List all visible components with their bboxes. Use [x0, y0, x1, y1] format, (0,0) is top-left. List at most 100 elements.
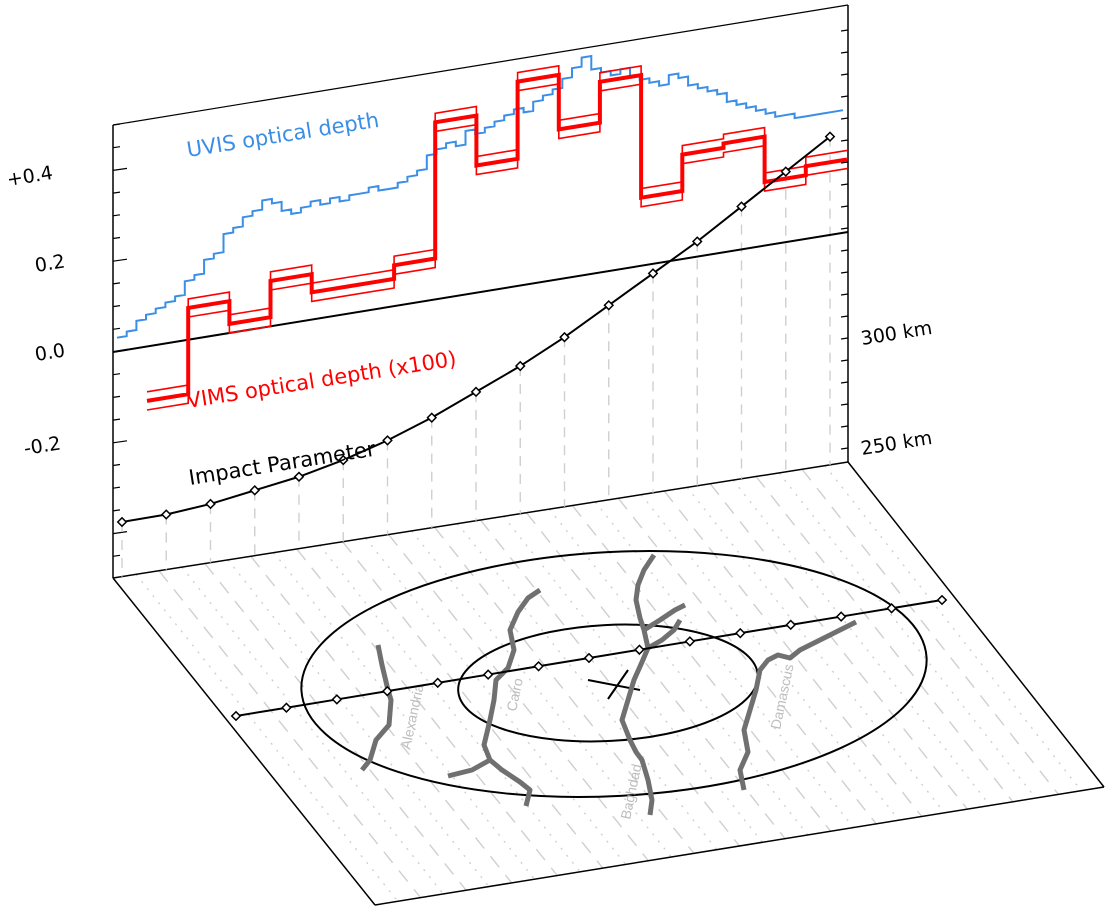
floor-grid-dotted-line [227, 559, 490, 887]
impact-parameter-point [205, 498, 216, 510]
impact-parameter-point [514, 360, 526, 372]
city-label-cairo: Cairo [503, 676, 526, 712]
impact-parameter-point [382, 435, 393, 446]
impact-parameter-series [116, 131, 836, 528]
impact-parameter-point [337, 454, 349, 466]
floor-grid-dotted-line [135, 573, 399, 902]
uvis-series [116, 54, 844, 339]
right-axis-tick [840, 117, 849, 120]
ground-track-point [482, 669, 494, 680]
right-axis-tick [840, 205, 849, 208]
floor-grid-dotted-line [778, 472, 1037, 799]
impact-parameter-point [691, 236, 703, 247]
left-axis-tick [112, 123, 121, 126]
ground-track-point [734, 627, 746, 639]
left-axis-tick [112, 440, 128, 444]
ground-track-point [936, 594, 948, 606]
vims-series [146, 64, 848, 411]
right-axis-tick [840, 95, 849, 98]
impact-parameter-point [559, 331, 570, 343]
right-axis-tick [840, 315, 849, 318]
ytick-label-2: 0.0 [33, 339, 66, 365]
left-axis-tick [112, 463, 121, 467]
left-axis-tick [112, 509, 121, 512]
floor-grid-line [571, 505, 832, 832]
floor-grid-dotted-line [411, 530, 672, 858]
vims-label: VIMS optical depth (x100) [185, 347, 458, 413]
impact-tick-label-250: 250 km [859, 427, 933, 460]
right-axis-tick [840, 51, 849, 54]
floor-grid-dotted-line [594, 501, 854, 828]
left-axis-tick [112, 167, 128, 171]
right-axis-tick [840, 139, 849, 142]
impact-parameter-point [824, 131, 836, 142]
left-axis-tick [112, 418, 121, 421]
floor-grid-line [434, 526, 695, 854]
ytick-label-0: +0.4 [5, 162, 54, 191]
impact-parameter-point [293, 471, 305, 483]
floor-grid-dotted-line [548, 508, 809, 836]
ground-track-point [381, 685, 393, 697]
impact-tick-label-300: 300 km [859, 317, 933, 350]
ytick-label-3: -0.2 [22, 432, 62, 460]
right-axis-tick [840, 29, 849, 32]
ground-track-point [230, 710, 242, 722]
left-axis-tick [112, 554, 121, 557]
right-axis-tick [840, 381, 849, 384]
right-axis-tick [840, 425, 849, 428]
right-axis-tick [840, 73, 849, 76]
floor-grid-dotted-line [273, 552, 536, 880]
axis-ticks [112, 29, 849, 557]
city-label-baghdad: Baghdad [617, 762, 644, 820]
left-axis-tick [112, 214, 121, 217]
ground-track-point [583, 652, 595, 664]
right-axis-tick [840, 293, 849, 296]
floor-grid-line [296, 548, 558, 876]
floor-grid-line [709, 483, 968, 810]
right-axis-tick [840, 227, 849, 230]
floor-grid-line [479, 519, 741, 847]
floor-grid-line [204, 563, 467, 891]
right-axis-tick [840, 359, 849, 362]
floor-grid-line [158, 570, 422, 899]
floor-grid-dotted-line [456, 523, 718, 851]
floor-grid-line [755, 476, 1014, 803]
ground-map: Alexandria Cairo Baghdad Damascus [300, 550, 928, 821]
right-axis-tick [840, 447, 849, 450]
ground-track-point [785, 619, 797, 631]
track-damascus [737, 619, 858, 791]
floor-grid-line [250, 555, 513, 884]
ground-track-point [886, 602, 897, 614]
right-axis-tick [840, 337, 849, 340]
city-label-alexandria: Alexandria [397, 682, 426, 750]
track-baghdad [619, 553, 687, 816]
right-axis-tick [840, 271, 849, 274]
floor-grid-line [617, 497, 877, 825]
left-axis-tick [112, 327, 121, 330]
ground-track-point [533, 660, 544, 672]
ground-track-point [634, 644, 645, 656]
left-axis-tick [112, 395, 121, 398]
impact-parameter-point [780, 166, 792, 177]
left-axis-tick [112, 305, 121, 308]
ground-track-point [331, 694, 343, 705]
city-label-damascus: Damascus [767, 663, 796, 731]
left-axis-tick [112, 486, 121, 489]
impact-parameter-point [603, 299, 615, 311]
ground-track-point [281, 702, 292, 714]
floor-grid-line [525, 512, 786, 840]
ground-track-point [835, 611, 847, 622]
left-axis-tick [112, 191, 121, 194]
city-tracks [360, 553, 858, 816]
left-axis-tick [112, 531, 128, 535]
right-axis-tick [840, 161, 849, 164]
impact-parameter-point [736, 201, 747, 212]
ground-track-point [432, 677, 444, 689]
impact-guides [121, 136, 831, 577]
track-alexandria [360, 644, 394, 772]
ytick-label-1: 0.2 [33, 250, 66, 276]
impact-parameter-point [249, 485, 261, 496]
right-axis-tick [840, 183, 849, 186]
ground-track-point [684, 636, 696, 647]
floor-grid-dotted-line [319, 544, 581, 873]
